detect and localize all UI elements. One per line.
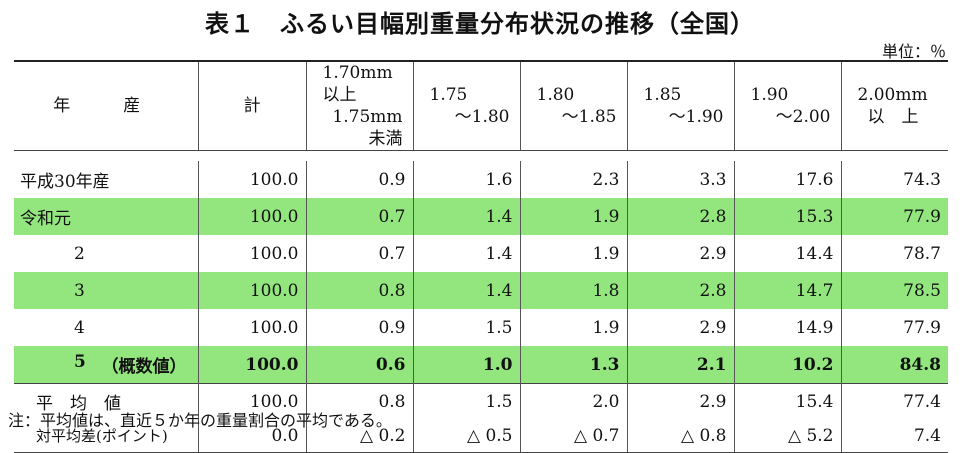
header-range-1-bottom: 1.75mm未満: [332, 107, 403, 149]
table-row-latest: 5 （概数値） 100.0 0.6 1.0 1.3 2.1 10.2 84.8: [14, 346, 948, 384]
header-range-5: 1.90 ～2.00: [733, 60, 841, 151]
value-cell: 1.4: [412, 235, 520, 272]
value-cell: 0.6: [305, 346, 413, 384]
value-cell: △ 0.5: [412, 419, 520, 453]
table-row: 3 100.0 0.8 1.4 1.8 2.8 14.7 78.5: [14, 272, 948, 309]
value-cell: 14.7: [733, 272, 841, 309]
value-cell: 2.1: [626, 346, 734, 384]
header-range-5-bottom: ～2.00: [775, 107, 831, 127]
table-row: 平成30年産 100.0 0.9 1.6 2.3 3.3 17.6 74.3: [14, 161, 948, 198]
value-cell: 84.8: [840, 346, 948, 384]
value-cell: 0.8: [305, 272, 413, 309]
header-row: 年 産 計 1.70mm以上 1.75mm未満 1.75 ～1.80 1.80 …: [14, 60, 948, 151]
value-cell: 0.9: [305, 161, 413, 198]
value-cell: 15.4: [733, 383, 841, 419]
year-cell: 4: [74, 317, 85, 338]
value-cell: 1.5: [412, 309, 520, 346]
value-cell: 10.2: [733, 346, 841, 384]
value-cell: 0.7: [305, 235, 413, 272]
value-cell: 77.9: [840, 198, 948, 235]
value-cell: 1.0: [412, 346, 520, 384]
value-cell: 77.9: [840, 309, 948, 346]
value-cell: 1.8: [519, 272, 627, 309]
value-cell: 2.9: [626, 235, 734, 272]
weight-distribution-table: 年 産 計 1.70mm以上 1.75mm未満 1.75 ～1.80 1.80 …: [14, 60, 948, 453]
unit-label: 単位：％: [881, 42, 946, 61]
value-cell: 2.3: [519, 161, 627, 198]
spacer-row: [14, 151, 948, 162]
header-range-1-top: 1.70mm以上: [322, 63, 393, 105]
year-cell: 2: [74, 243, 85, 264]
value-cell: 100.0: [197, 161, 306, 198]
header-range-6-bottom: 以 上: [867, 107, 919, 127]
value-cell: 0.7: [305, 198, 413, 235]
value-cell: 100.0: [197, 198, 306, 235]
header-range-3-bottom: ～1.85: [561, 107, 617, 127]
value-cell: △ 0.7: [519, 419, 627, 453]
table-row: 4 100.0 0.9 1.5 1.9 2.9 14.9 77.9: [14, 309, 948, 346]
value-cell: 1.6: [412, 161, 520, 198]
table-row: 令和元 100.0 0.7 1.4 1.9 2.8 15.3 77.9: [14, 198, 948, 235]
header-range-4-bottom: ～1.90: [668, 107, 724, 127]
year-cell: 令和元: [14, 198, 198, 235]
header-range-2: 1.75 ～1.80: [412, 60, 520, 151]
value-cell: 1.4: [412, 272, 520, 309]
year-cell: 平成30年産: [20, 172, 110, 192]
value-cell: 78.7: [840, 235, 948, 272]
value-cell: 74.3: [840, 161, 948, 198]
average-label: 平 均 値: [14, 383, 198, 419]
value-cell: 1.9: [519, 309, 627, 346]
value-cell: 0.9: [305, 309, 413, 346]
year-note: （概数値）: [101, 357, 187, 377]
value-cell: 78.5: [840, 272, 948, 309]
header-range-4: 1.85 ～1.90: [626, 60, 734, 151]
header-range-1: 1.70mm以上 1.75mm未満: [305, 60, 413, 151]
value-cell: 1.3: [519, 346, 627, 384]
table-row: 2 100.0 0.7 1.4 1.9 2.9 14.4 78.7: [14, 235, 948, 272]
header-range-2-bottom: ～1.80: [454, 107, 510, 127]
year-cell-content: 5 （概数値）: [74, 352, 191, 377]
value-cell: 14.4: [733, 235, 841, 272]
year-label: 5: [74, 352, 86, 372]
header-range-3: 1.80 ～1.85: [519, 60, 627, 151]
header-range-6-top: 2.00mm: [857, 85, 928, 105]
value-cell: 100.0: [197, 272, 306, 309]
value-cell: 100.0: [197, 235, 306, 272]
value-cell: 17.6: [733, 161, 841, 198]
value-cell: 100.0: [197, 346, 306, 384]
value-cell: △ 5.2: [733, 419, 841, 453]
header-range-4-top: 1.85: [643, 85, 682, 105]
value-cell: 1.4: [412, 198, 520, 235]
average-row: 平 均 値 100.0 0.8 1.5 2.0 2.9 15.4 77.4: [14, 383, 948, 419]
value-cell: 2.8: [626, 198, 734, 235]
header-range-5-top: 1.90: [750, 85, 789, 105]
value-cell: 2.0: [519, 383, 627, 419]
value-cell: 100.0: [197, 383, 306, 419]
value-cell: 14.9: [733, 309, 841, 346]
value-cell: 2.8: [626, 272, 734, 309]
value-cell: 3.3: [626, 161, 734, 198]
value-cell: 1.9: [519, 235, 627, 272]
value-cell: 0.8: [305, 383, 413, 419]
value-cell: 77.4: [840, 383, 948, 419]
header-total: 計: [197, 60, 306, 151]
header-range-6: 2.00mm 以 上: [840, 60, 948, 151]
header-range-3-top: 1.80: [536, 85, 575, 105]
value-cell: 100.0: [197, 309, 306, 346]
header-year: 年 産: [14, 60, 198, 151]
value-cell: 2.9: [626, 309, 734, 346]
footnote: 注：平均値は、直近５か年の重量割合の平均である。: [8, 411, 392, 430]
header-range-2-top: 1.75: [429, 85, 468, 105]
value-cell: 7.4: [840, 419, 948, 453]
table-title: 表１ ふるい目幅別重量分布状況の推移（全国）: [205, 10, 755, 38]
year-cell: 3: [14, 272, 198, 309]
value-cell: 1.9: [519, 198, 627, 235]
spacer-cell: [14, 151, 948, 162]
value-cell: △ 0.8: [626, 419, 734, 453]
value-cell: 1.5: [412, 383, 520, 419]
value-cell: 2.9: [626, 383, 734, 419]
year-cell: 5 （概数値）: [14, 346, 198, 384]
value-cell: 15.3: [733, 198, 841, 235]
